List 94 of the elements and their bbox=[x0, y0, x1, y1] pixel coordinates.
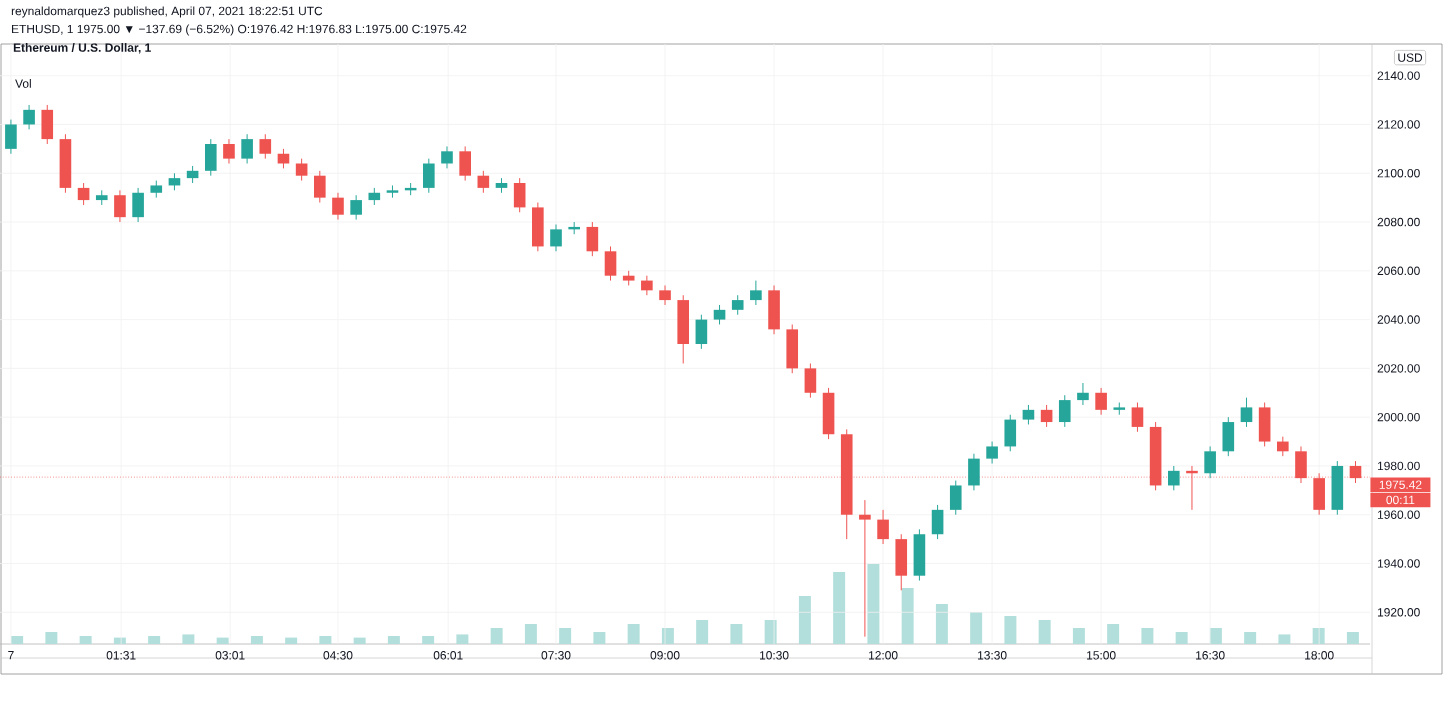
candlestick bbox=[768, 284, 780, 335]
bar bbox=[456, 634, 469, 644]
candlestick bbox=[23, 104, 35, 130]
bar bbox=[559, 628, 572, 644]
candlestick bbox=[441, 145, 453, 169]
candlestick bbox=[77, 182, 90, 206]
bar bbox=[1244, 632, 1257, 644]
candlestick bbox=[477, 170, 490, 194]
candlestick bbox=[1277, 436, 1289, 457]
candlestick bbox=[1022, 404, 1035, 425]
candlestick bbox=[1204, 445, 1216, 479]
candlestick bbox=[1095, 387, 1107, 416]
candlestick bbox=[1222, 416, 1235, 457]
bar bbox=[1209, 628, 1222, 644]
candlestick bbox=[1167, 465, 1180, 491]
candlestick bbox=[786, 323, 799, 374]
candlestick bbox=[423, 158, 435, 194]
candlestick bbox=[877, 509, 889, 545]
candlestick bbox=[513, 177, 526, 213]
bar bbox=[148, 636, 161, 644]
bar bbox=[867, 564, 880, 644]
bar bbox=[353, 637, 366, 644]
bar bbox=[1107, 624, 1120, 644]
bar bbox=[285, 637, 298, 644]
candlestick bbox=[604, 245, 617, 282]
bar bbox=[970, 612, 983, 644]
bar bbox=[627, 624, 640, 644]
bar bbox=[593, 632, 606, 644]
bar bbox=[216, 637, 229, 644]
candlestick bbox=[1331, 460, 1344, 516]
candlestick bbox=[1240, 397, 1253, 428]
bar bbox=[11, 636, 24, 644]
candlestick bbox=[1131, 402, 1144, 433]
bar bbox=[1038, 620, 1051, 644]
candlestick bbox=[1040, 404, 1053, 428]
bar bbox=[490, 628, 503, 644]
bar bbox=[1278, 634, 1291, 644]
candlestick bbox=[895, 533, 908, 591]
candlestick bbox=[695, 314, 708, 350]
candlestick bbox=[1004, 414, 1017, 452]
candlestick bbox=[313, 170, 326, 204]
bar bbox=[319, 636, 332, 644]
candlestick bbox=[1258, 402, 1271, 447]
bar bbox=[79, 636, 92, 644]
candlestick bbox=[132, 187, 144, 223]
candlestick bbox=[804, 363, 817, 399]
candlestick bbox=[259, 133, 272, 160]
bar bbox=[935, 604, 948, 644]
bar bbox=[730, 624, 743, 644]
bar bbox=[1346, 632, 1359, 644]
bar bbox=[1072, 628, 1085, 644]
candlestick bbox=[223, 138, 235, 164]
bar bbox=[901, 588, 914, 644]
candlestick bbox=[5, 119, 17, 155]
candlestick bbox=[114, 189, 126, 223]
candlestick bbox=[822, 387, 835, 440]
bar bbox=[1141, 628, 1154, 644]
candlestick bbox=[968, 453, 980, 491]
candlestick bbox=[550, 223, 562, 252]
candlestick bbox=[295, 158, 308, 182]
candlestick bbox=[532, 202, 544, 252]
bar bbox=[1312, 628, 1325, 644]
candlestick bbox=[241, 133, 253, 164]
bar bbox=[524, 624, 537, 644]
candlestick bbox=[586, 221, 599, 257]
candlestick bbox=[913, 528, 926, 582]
candlestick bbox=[986, 441, 998, 465]
candlestick bbox=[677, 294, 690, 365]
bar bbox=[250, 636, 263, 644]
candlestick bbox=[750, 280, 762, 306]
bar bbox=[45, 632, 58, 644]
bar bbox=[1175, 632, 1188, 644]
candlestick bbox=[277, 148, 290, 169]
bar bbox=[833, 572, 846, 644]
candlestick bbox=[332, 192, 344, 221]
candlestick bbox=[641, 275, 653, 296]
candlestick bbox=[931, 504, 944, 540]
candlestick bbox=[659, 284, 671, 306]
candlestick bbox=[459, 145, 471, 182]
candlestick bbox=[713, 304, 726, 325]
candlestick bbox=[1058, 394, 1071, 428]
candlestick bbox=[859, 499, 871, 638]
bar bbox=[182, 634, 195, 644]
candlestick bbox=[949, 480, 962, 516]
candlestick bbox=[1077, 382, 1089, 406]
candlestick bbox=[350, 194, 362, 221]
candlestick bbox=[204, 138, 217, 177]
bar bbox=[798, 596, 811, 644]
bar bbox=[1004, 616, 1017, 644]
bar bbox=[422, 636, 435, 644]
candlestick bbox=[731, 294, 744, 316]
bar bbox=[696, 620, 709, 644]
bar bbox=[387, 636, 400, 644]
candlestick bbox=[41, 104, 54, 145]
